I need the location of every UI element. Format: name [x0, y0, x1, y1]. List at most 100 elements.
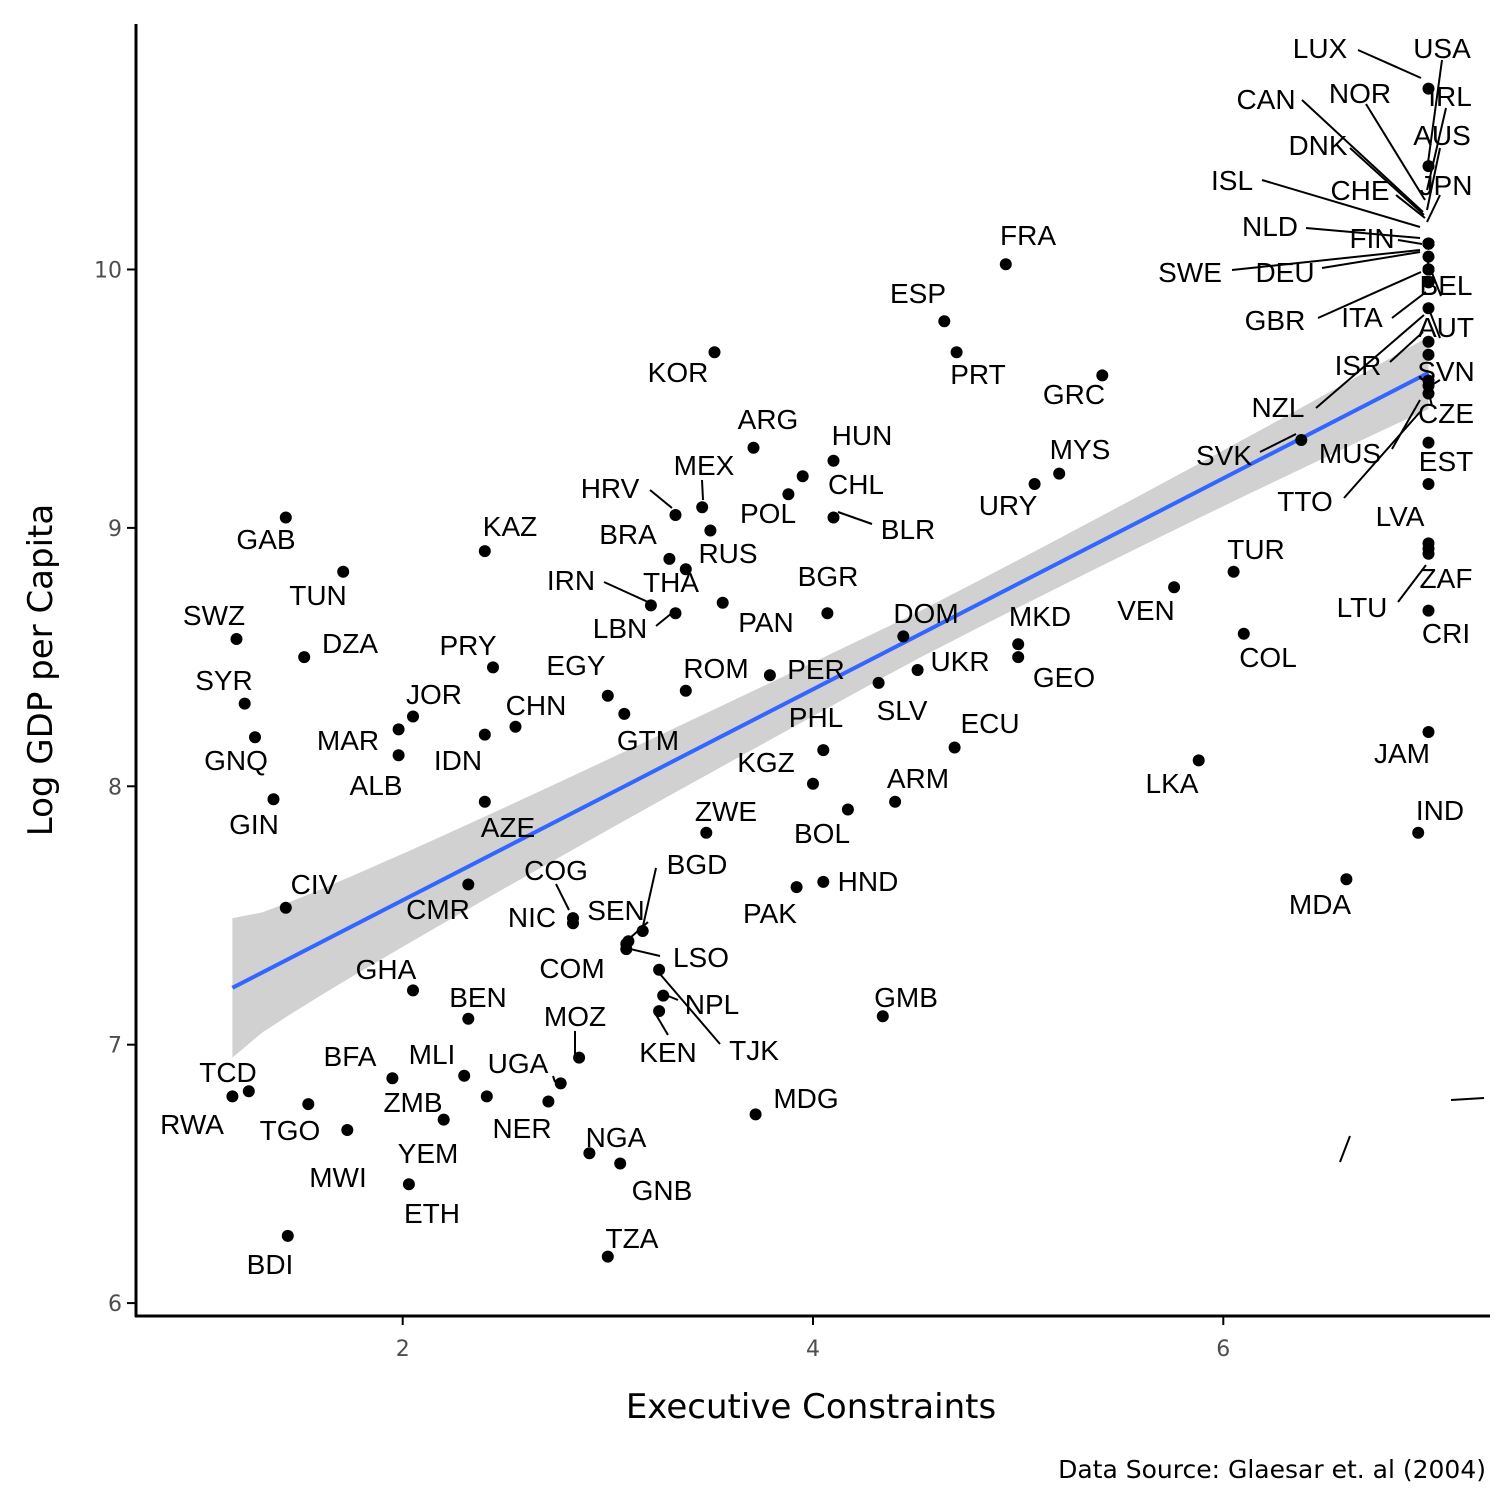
point-label-lbn: LBN: [593, 613, 647, 644]
point-label-blr: BLR: [881, 514, 935, 545]
data-point-pak: [790, 881, 803, 894]
point-label-gin: GIN: [229, 809, 279, 840]
point-label-hrv: HRV: [581, 473, 640, 504]
x-axis-title: Executive Constraints: [626, 1387, 996, 1427]
point-label-pan: PAN: [738, 607, 794, 638]
data-point-col: [1237, 627, 1250, 640]
data-point-alb: [392, 749, 405, 762]
leader-line-mex: [701, 479, 704, 501]
data-point-syr: [238, 697, 251, 710]
data-point-eth: [402, 1178, 415, 1191]
point-label-swe: SWE: [1158, 257, 1222, 288]
point-label-ecu: ECU: [960, 708, 1019, 739]
data-point-kor: [708, 346, 721, 359]
data-point-gbr: [1422, 276, 1435, 289]
point-label-mkd: MKD: [1009, 601, 1071, 632]
point-label-rus: RUS: [698, 538, 757, 569]
leader-line-mwi: [1339, 1135, 1351, 1163]
point-label-bra: BRA: [599, 519, 657, 550]
point-label-ita: ITA: [1341, 302, 1383, 333]
data-point-ner: [542, 1095, 555, 1108]
leader-line-ita: [1391, 291, 1427, 319]
point-label-gtm: GTM: [617, 725, 679, 756]
data-point-tza: [601, 1250, 614, 1263]
point-label-aut: AUT: [1418, 312, 1474, 343]
point-label-mda: MDA: [1289, 889, 1352, 920]
point-label-dnk: DNK: [1288, 130, 1347, 161]
leader-line-che: [1395, 194, 1426, 219]
data-point-ltu: [1422, 542, 1435, 555]
point-label-slv: SLV: [877, 695, 928, 726]
point-label-mar: MAR: [317, 725, 379, 756]
x-tick-label-4: 4: [806, 1337, 820, 1362]
data-point-gmb: [876, 1010, 889, 1023]
data-point-kgz: [807, 777, 819, 790]
leader-line-swe: [1231, 249, 1421, 271]
data-point-fra: [999, 258, 1012, 271]
point-label-ben: BEN: [449, 982, 507, 1013]
point-label-alb: ALB: [350, 770, 403, 801]
data-point-che: [1422, 160, 1435, 173]
point-label-svk: SVK: [1196, 440, 1252, 471]
data-point-lka: [1192, 754, 1205, 767]
data-point-pry: [487, 661, 499, 674]
leader-lines-layer: [552, 49, 1485, 1163]
point-label-che: CHE: [1330, 175, 1389, 206]
data-point-bgr: [821, 607, 834, 620]
point-label-swz: SWZ: [183, 600, 245, 631]
leader-line-isr: [1389, 331, 1424, 363]
point-label-npl: NPL: [685, 989, 739, 1020]
data-point-lso: [620, 937, 633, 950]
leader-line-isl: [1261, 179, 1421, 228]
data-point-aze: [478, 795, 491, 808]
leader-line-aus: [1426, 147, 1441, 211]
data-point-mus: [1422, 436, 1435, 449]
data-point-aut: [1422, 263, 1435, 276]
data-point-geo: [1012, 651, 1025, 664]
data-point-nzl: [1422, 348, 1435, 361]
leader-line-cog: [555, 883, 570, 911]
data-point-bdi: [281, 1229, 294, 1242]
point-label-pry: PRY: [439, 630, 496, 661]
data-point-mdg: [749, 1108, 762, 1121]
data-point-est: [1422, 478, 1435, 490]
point-label-gnb: GNB: [632, 1175, 693, 1206]
point-label-arm: ARM: [887, 763, 949, 794]
data-point-mda: [1340, 873, 1353, 886]
data-point-blr: [827, 511, 840, 524]
point-label-gnq: GNQ: [204, 745, 268, 776]
data-point-mkd: [1012, 638, 1025, 651]
data-point-tur: [1227, 565, 1240, 578]
point-label-bfa: BFA: [324, 1041, 377, 1072]
leader-line-fin: [1397, 239, 1423, 245]
data-point-mar: [392, 723, 405, 736]
point-label-grc: GRC: [1043, 379, 1105, 410]
data-point-ury: [1028, 478, 1041, 490]
point-label-fin: FIN: [1349, 223, 1394, 254]
data-point-arm: [889, 795, 902, 808]
point-label-fra: FRA: [1000, 220, 1056, 251]
point-label-jpn: JPN: [1420, 170, 1473, 201]
point-label-chl: CHL: [828, 469, 884, 500]
data-point-kaz: [478, 545, 491, 558]
point-label-svn: SVN: [1417, 356, 1475, 387]
data-point-zwe: [700, 826, 713, 839]
leader-line-ltu: [1397, 564, 1427, 603]
data-point-irn: [644, 599, 657, 612]
leader-line-gbr: [1317, 271, 1422, 319]
data-point-gtm: [618, 707, 631, 720]
y-tick-label-8: 8: [108, 775, 122, 800]
data-point-gha: [407, 984, 419, 997]
point-label-phl: PHL: [789, 702, 843, 733]
data-point-grc: [1096, 369, 1109, 382]
point-label-gmb: GMB: [874, 982, 938, 1013]
point-label-egy: EGY: [546, 650, 605, 681]
point-label-ken: KEN: [639, 1037, 697, 1068]
data-point-tto: [1422, 374, 1435, 387]
data-point-tha: [679, 563, 692, 576]
point-label-rom: ROM: [683, 653, 748, 684]
leader-line-zmb: [1450, 1097, 1485, 1101]
data-point-ben: [462, 1012, 475, 1025]
point-label-prt: PRT: [950, 359, 1006, 390]
